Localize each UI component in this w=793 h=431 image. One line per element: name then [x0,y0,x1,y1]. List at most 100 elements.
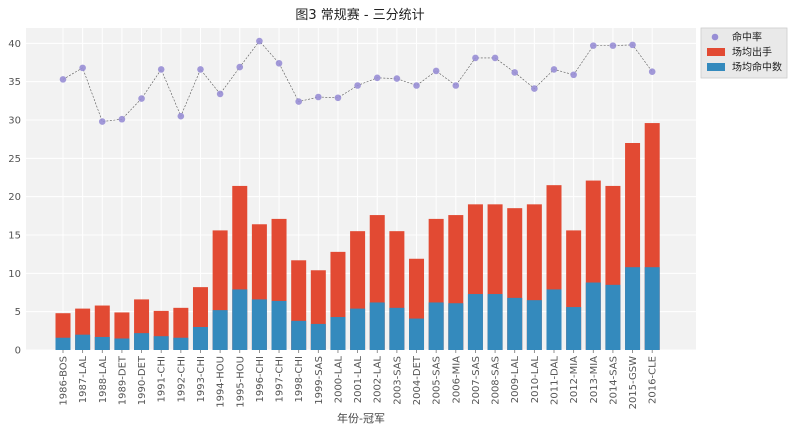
x-tick-label: 2001-LAL [353,356,364,404]
y-tick-label: 10 [8,269,21,280]
x-tick-label: 1995-HOU [235,356,246,408]
rate-point [648,68,656,75]
rate-point [197,66,204,73]
bar-made [251,299,267,350]
x-tick-label: 2002-LAL [373,356,384,404]
x-tick-label: 2016-CLE [648,356,659,404]
rate-point [275,59,283,67]
x-axis-title: 年份-冠军 [337,411,385,425]
y-tick-label: 20 [8,192,21,203]
x-tick-label: 2009-LAL [510,356,521,404]
bar-made [566,307,582,350]
rate-point [334,94,342,102]
chart-title: 图3 常规赛 - 三分统计 [295,7,424,23]
legend-swatch [707,48,725,56]
y-tick-label: 40 [8,39,21,50]
x-tick-label: 1986-BOS [59,356,70,406]
bar-made [75,334,91,350]
x-tick-label: 1997-CHI [275,356,286,403]
x-tick-label: 2003-SAS [392,356,403,405]
x-tick-label: 2012-MIA [569,356,580,404]
bar-made [448,303,464,350]
bar-made [644,267,660,350]
bar-made [192,327,208,350]
x-tick-label: 1999-SAS [314,356,325,405]
y-tick-label: 25 [8,154,21,165]
bar-made [212,310,228,350]
rate-point [79,64,86,72]
x-tick-label: 2005-SAS [432,356,443,405]
rate-point [177,112,185,120]
bar-made [310,323,326,350]
bar-made [369,302,385,350]
x-tick-label: 1991-CHI [157,356,168,403]
bar-made [428,302,444,350]
bar-made [507,297,523,350]
legend-label: 命中率 [732,31,762,44]
y-tick-label: 5 [15,307,21,318]
x-tick-label: 2013-MIA [589,356,600,404]
x-tick-label: 2007-SAS [471,356,482,405]
x-tick-label: 1998-CHI [294,356,305,403]
bar-made [467,294,483,350]
x-tick-label: 2014-SAS [608,356,619,405]
rate-point [295,98,302,105]
rate-point [413,82,420,89]
rate-point [373,74,381,82]
bar-made [232,289,248,350]
rate-point [609,42,617,49]
bar-made [134,333,150,350]
bar-made [409,318,425,350]
rate-point [98,118,106,125]
x-tick-label: 2004-DET [412,355,423,405]
rate-point [59,76,67,83]
rate-point [629,41,636,49]
y-tick-label: 35 [8,77,21,88]
bar-made [153,336,169,350]
rate-point [432,67,440,75]
bar-made [546,289,562,350]
rate-point [138,95,145,102]
x-tick-label: 2011-DAL [550,356,561,405]
bars [55,123,660,350]
rate-point [236,63,244,71]
bar-made [487,294,503,350]
bar-made [625,267,641,350]
rate-point [256,37,263,45]
x-tick-label: 2000-LAL [333,356,344,404]
bar-made [173,337,189,350]
legend-label: 场均出手 [732,46,772,59]
x-tick-label: 2010-LAL [530,356,541,404]
rate-point [452,82,460,89]
bar-made [330,317,346,350]
rate-point [393,75,401,82]
rate-line [59,37,656,125]
x-tick-label: 2015-GSW [628,356,639,410]
x-tick-label: 2008-SAS [491,356,502,405]
rate-point [118,115,126,123]
rate-point [511,69,519,76]
x-axis: 1986-BOS 1987-LAL 1988-LAL 1989-DET 1990-DET… [59,350,659,409]
rate-point [354,82,361,89]
bar-made [291,320,307,350]
rate-point [589,42,597,49]
y-axis: 0 5 10 15 20 25 30 35 40 [8,39,21,357]
rate-point [216,90,224,98]
x-tick-label: 1996-CHI [255,356,266,403]
y-tick-label: 0 [15,346,21,357]
rate-point [315,93,322,101]
bar-made [350,308,366,350]
rate-point [531,85,538,92]
x-tick-label: 1989-DET [117,355,128,405]
x-tick-label: 1993-CHI [196,356,207,403]
x-tick-label: 1992-CHI [176,356,187,403]
rate-point [570,71,577,79]
legend-swatch [707,63,725,71]
bar-made [94,336,110,350]
bar-made [271,300,287,350]
rate-point [491,54,499,62]
bar-made [55,337,71,350]
bar-made [605,284,621,350]
